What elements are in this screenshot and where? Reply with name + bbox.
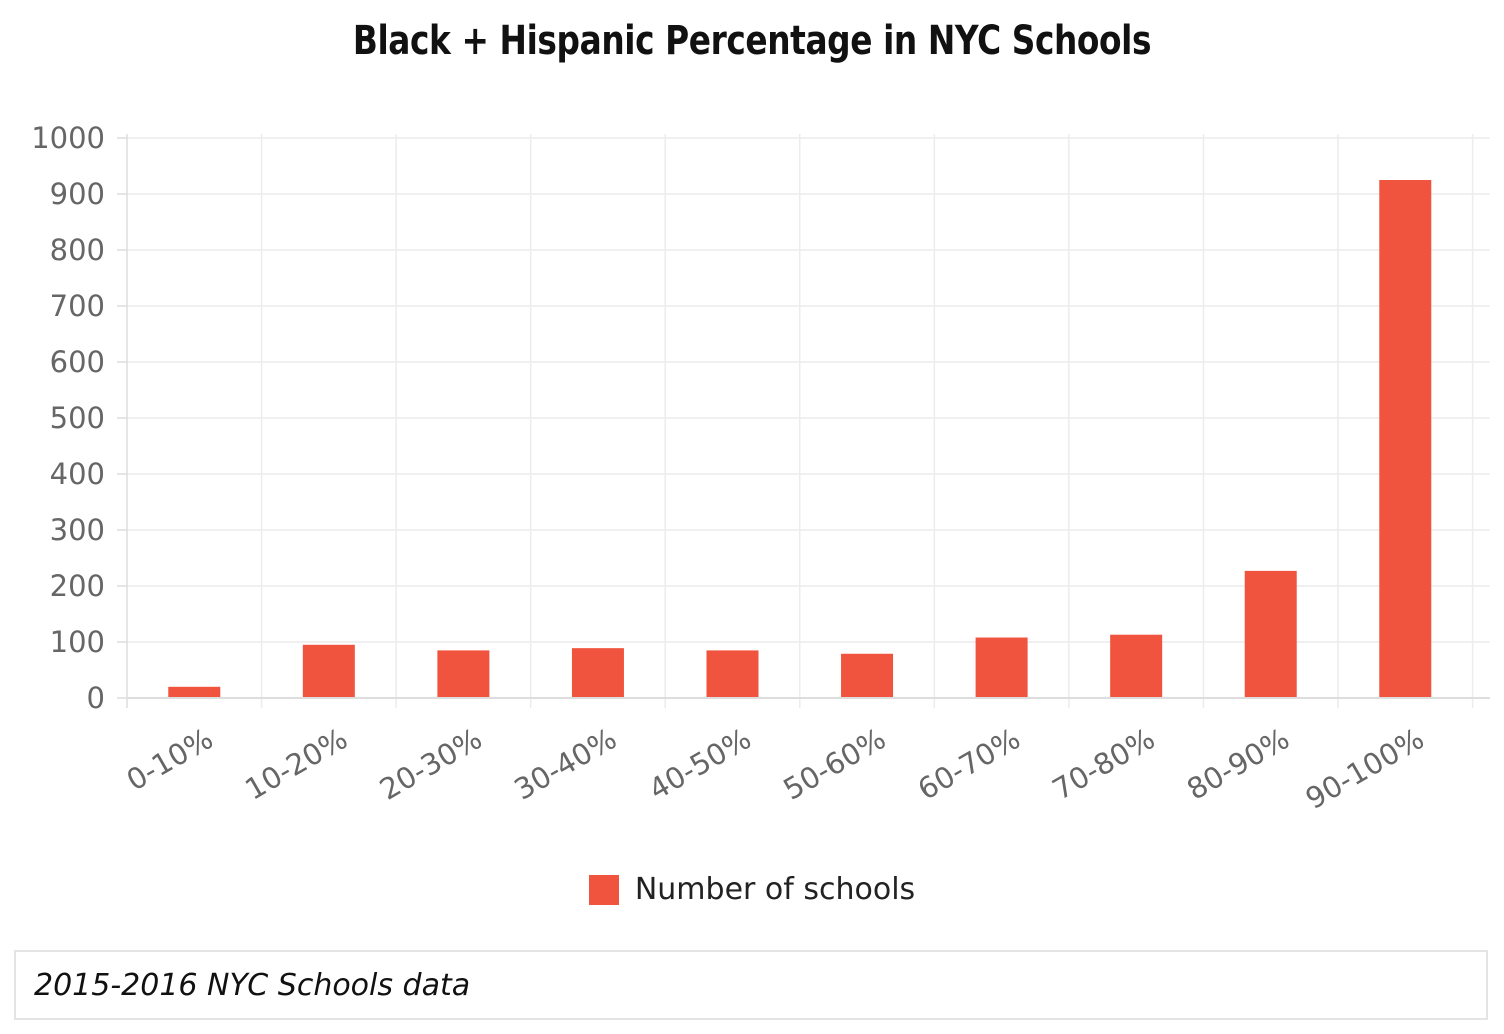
y-tick-label: 0 <box>87 681 105 715</box>
y-tick-label: 800 <box>50 233 105 267</box>
bar-10-20% <box>302 644 355 698</box>
y-tick-label: 900 <box>50 177 105 211</box>
y-tick-label: 400 <box>50 457 105 491</box>
x-tick-label: 0-10% <box>121 721 219 797</box>
x-tick-label: 30-40% <box>508 721 622 806</box>
bar-60-70% <box>975 637 1028 698</box>
x-tick-label: 50-60% <box>778 721 892 806</box>
x-tick-label: 90-100% <box>1300 721 1430 816</box>
x-tick-label: 70-80% <box>1047 721 1161 806</box>
bar-20-30% <box>437 650 490 698</box>
bars <box>168 180 1432 698</box>
bar-0-10% <box>168 686 221 698</box>
bar-30-40% <box>571 648 624 698</box>
y-tick-label: 500 <box>50 401 105 435</box>
legend-swatch <box>588 874 619 905</box>
y-tick-label: 300 <box>50 513 105 547</box>
x-tick-label: 60-70% <box>912 721 1026 806</box>
footer-caption: 2015-2016 NYC Schools data <box>14 950 1488 1020</box>
y-tick-label: 200 <box>50 569 105 603</box>
y-tick-label: 700 <box>50 289 105 323</box>
bar-40-50% <box>706 650 759 698</box>
bar-90-100% <box>1379 180 1432 698</box>
x-tick-label: 10-20% <box>239 721 353 806</box>
x-tick-label: 20-30% <box>374 721 488 806</box>
chart-title: Black + Hispanic Percentage in NYC Schoo… <box>352 18 1152 64</box>
legend-label: Number of schools <box>634 872 916 907</box>
grid-lines <box>117 134 1490 708</box>
axes: 0 100 200 300 400 500 600 700 800 900 1000 0-10% 10-… <box>31 121 1490 816</box>
bar-chart: 0 100 200 300 400 500 600 700 800 900 1000 0-10% 10-… <box>31 121 1490 816</box>
legend: Number of schools <box>0 872 1504 907</box>
bar-50-60% <box>841 653 894 698</box>
y-tick-label: 600 <box>50 345 105 379</box>
bar-70-80% <box>1110 634 1163 698</box>
x-tick-label: 80-90% <box>1181 721 1295 806</box>
y-tick-label: 1000 <box>31 121 105 155</box>
bar-80-90% <box>1244 570 1297 698</box>
x-tick-label: 40-50% <box>643 721 757 806</box>
y-tick-label: 100 <box>50 625 105 659</box>
